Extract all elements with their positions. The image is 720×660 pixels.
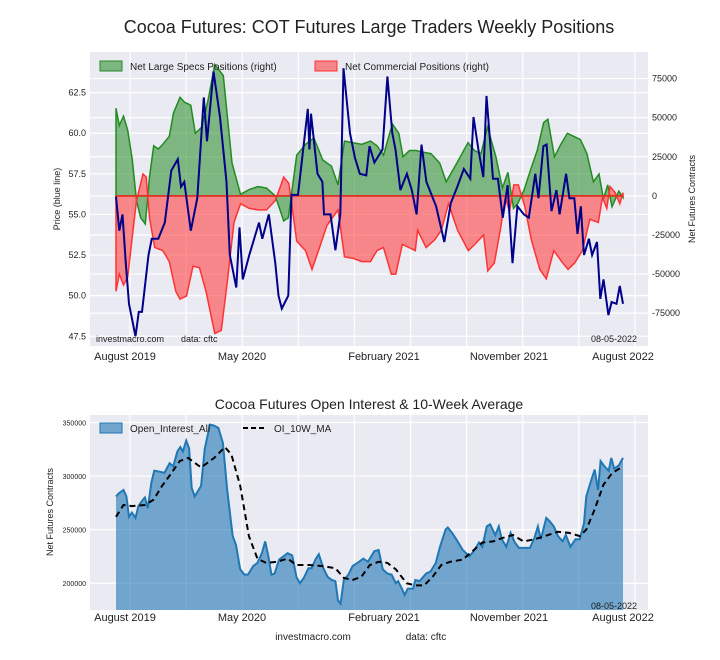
top-series	[115, 62, 624, 337]
oi-axis-label: Net Futures Contracts	[45, 467, 55, 556]
x-tick-label: August 2019	[94, 612, 156, 624]
net-commercial-area	[115, 172, 624, 335]
bottom-chart: 200000 250000 300000 350000 August 2019 May …	[45, 415, 654, 624]
bottom-legend: Open_Interest_All OI_10W_MA	[99, 422, 332, 435]
x-tick-label: August 2022	[592, 351, 654, 363]
watermark-site: investmacro.com	[96, 334, 164, 344]
x-tick-label: November 2021	[470, 612, 548, 624]
contracts-tick-label: -50000	[652, 269, 680, 279]
price-tick-label: 57.5	[68, 169, 86, 179]
legend-specs: Net Large Specs Positions (right)	[130, 62, 277, 73]
x-tick-label: November 2021	[470, 351, 548, 363]
contracts-tick-label: -25000	[652, 230, 680, 240]
main-title: Cocoa Futures: COT Futures Large Traders…	[124, 17, 615, 37]
footer-source: data: cftc	[406, 632, 447, 643]
price-tick-label: 60.0	[68, 128, 86, 138]
bottom-x-axis-ticks: August 2019 May 2020 February 2021 November…	[94, 612, 654, 624]
price-tick-label: 55.0	[68, 209, 86, 219]
contracts-tick-label: 75000	[652, 74, 677, 84]
net-large-specs-area	[115, 62, 624, 227]
x-tick-label: February 2021	[348, 612, 420, 624]
legend-swatch-commercial	[314, 60, 338, 72]
legend-swatch-oi	[99, 422, 123, 434]
x-tick-label: August 2019	[94, 351, 156, 363]
footer-site: investmacro.com	[275, 632, 351, 643]
top-left-axis-ticks: 47.5 50.0 52.5 55.0 57.5 60.0 62.5	[68, 88, 86, 342]
contracts-tick-label: 25000	[652, 152, 677, 162]
bottom-series	[115, 423, 624, 610]
oi-tick-label: 250000	[63, 528, 86, 535]
legend-commercial: Net Commercial Positions (right)	[345, 62, 489, 73]
watermark-source: data: cftc	[181, 334, 218, 344]
oi-chart-title: Cocoa Futures Open Interest & 10-Week Av…	[215, 396, 524, 412]
top-x-axis-ticks: August 2019 May 2020 February 2021 November…	[94, 351, 654, 363]
open-interest-area	[116, 424, 623, 610]
bottom-y-axis-ticks: 200000 250000 300000 350000	[63, 421, 86, 589]
price-tick-label: 47.5	[68, 331, 86, 341]
contracts-tick-label: 50000	[652, 113, 677, 123]
legend-oi: Open_Interest_All	[130, 424, 210, 435]
price-tick-label: 50.0	[68, 291, 86, 301]
contracts-tick-label: 0	[652, 191, 657, 201]
x-tick-label: May 2020	[218, 351, 266, 363]
oi-tick-label: 350000	[63, 421, 86, 428]
price-line	[115, 68, 624, 337]
x-tick-label: August 2022	[592, 612, 654, 624]
oi-tick-label: 300000	[63, 474, 86, 481]
right-axis-label: Net Futures Contracts	[687, 154, 697, 243]
contracts-tick-label: -75000	[652, 308, 680, 318]
oi-10w-ma-line	[115, 445, 624, 587]
top-chart: 47.5 50.0 52.5 55.0 57.5 60.0 62.5 -75000 -5000…	[52, 52, 697, 363]
watermark-date: 08-05-2022	[591, 334, 637, 344]
x-tick-label: May 2020	[218, 612, 266, 624]
x-tick-label: February 2021	[348, 351, 420, 363]
legend-swatch-specs	[99, 60, 123, 72]
top-right-axis-ticks: -75000 -50000 -25000 0 25000 50000 75000	[652, 74, 680, 319]
price-tick-label: 62.5	[68, 88, 86, 98]
oi-tick-label: 200000	[63, 581, 86, 588]
oi-watermark-date: 08-05-2022	[591, 601, 637, 611]
price-axis-label: Price (blue line)	[52, 168, 62, 231]
top-legend: Net Large Specs Positions (right) Net Co…	[99, 60, 489, 73]
price-tick-label: 52.5	[68, 250, 86, 260]
legend-ma: OI_10W_MA	[274, 424, 332, 435]
